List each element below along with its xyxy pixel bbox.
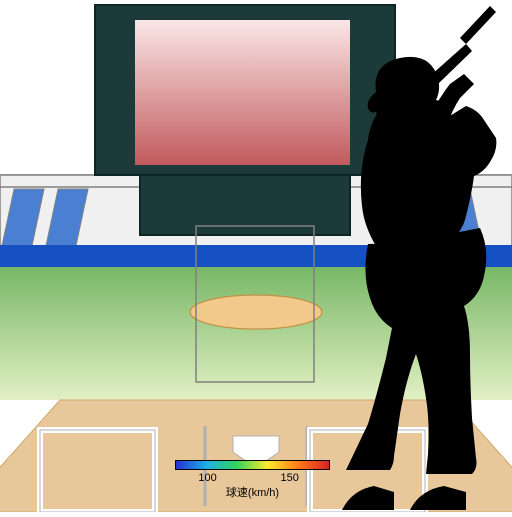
- baseball-pitch-zone-diagram: 100 150 球速(km/h): [0, 0, 512, 512]
- legend-tick-label: 150: [281, 472, 299, 484]
- legend-title: 球速(km/h): [226, 484, 279, 500]
- speed-legend: 100150 球速(km/h): [175, 460, 330, 482]
- pitchers-mound: [190, 295, 322, 329]
- legend-ticks: 100 150: [175, 470, 330, 482]
- legend-gradient-bar: [175, 460, 330, 470]
- scene-svg: [0, 0, 512, 512]
- scoreboard-screen: [135, 20, 350, 165]
- legend-tick-label: 100: [198, 472, 216, 484]
